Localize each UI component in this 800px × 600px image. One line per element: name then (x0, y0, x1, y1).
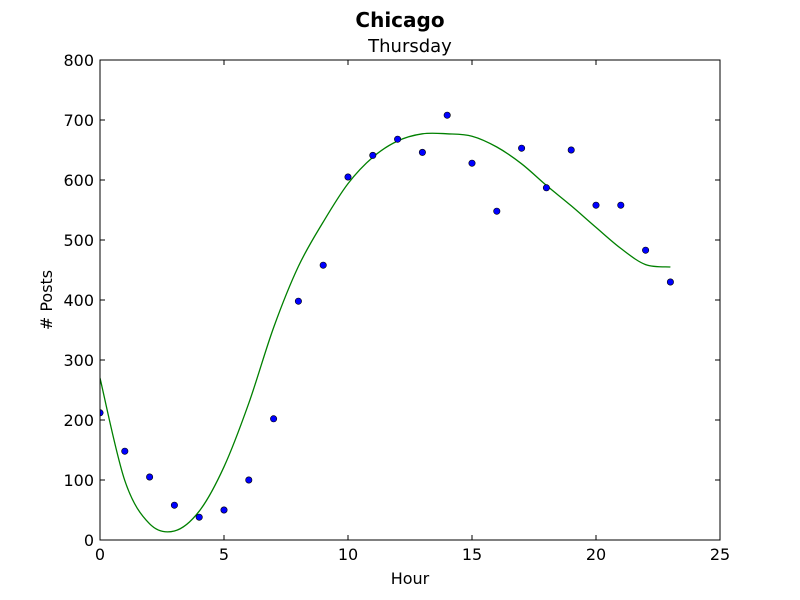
y-tick-label: 800 (63, 51, 94, 70)
data-point (592, 201, 600, 209)
y-axis-label: # Posts (37, 270, 56, 330)
data-point (666, 278, 674, 286)
data-point (220, 506, 228, 514)
data-point (270, 415, 278, 423)
data-point (394, 135, 402, 143)
x-tick-label: 20 (586, 545, 606, 564)
plot-area: 0 5 10 15 20 25 0 100 200 300 400 500 600 700 800 (63, 51, 730, 564)
data-point (468, 159, 476, 167)
x-tick-label: 10 (338, 545, 358, 564)
data-point (518, 144, 526, 152)
data-point (493, 207, 501, 215)
y-tick-label: 600 (63, 171, 94, 190)
data-point (195, 513, 203, 521)
chart-suptitle: Chicago (355, 8, 444, 32)
data-point (542, 184, 550, 192)
axes-frame (99, 59, 721, 541)
chart-title: Thursday (367, 36, 452, 57)
y-tick-label: 200 (63, 411, 94, 430)
x-axis-label: Hour (391, 569, 430, 588)
x-tick-label: 5 (219, 545, 229, 564)
x-tick-label: 0 (95, 545, 105, 564)
y-tick-label: 100 (63, 471, 94, 490)
data-point (567, 146, 575, 154)
y-tick-label: 500 (63, 231, 94, 250)
data-point (344, 173, 352, 181)
y-tick-label: 400 (63, 291, 94, 310)
data-point (294, 297, 302, 305)
data-point (418, 148, 426, 156)
data-point (369, 151, 377, 159)
data-point (319, 261, 327, 269)
data-point (146, 473, 154, 481)
x-tick-label: 15 (462, 545, 482, 564)
y-tick-label: 0 (84, 531, 94, 550)
data-point (170, 501, 178, 509)
data-point (642, 246, 650, 254)
y-tick-label: 700 (63, 111, 94, 130)
data-point (245, 476, 253, 484)
data-point (121, 447, 129, 455)
data-point (617, 201, 625, 209)
data-point (443, 111, 451, 119)
x-tick-label: 25 (710, 545, 730, 564)
y-tick-label: 300 (63, 351, 94, 370)
